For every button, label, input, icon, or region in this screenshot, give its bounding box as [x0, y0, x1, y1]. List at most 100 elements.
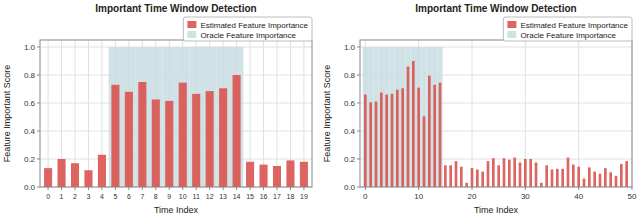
x-tick-label: 16 — [260, 193, 268, 200]
y-tick-label: 0.4 — [344, 127, 356, 136]
grid-line-x — [578, 40, 579, 187]
oracle-span — [122, 47, 135, 187]
legend-swatch — [507, 31, 516, 38]
y-tick — [37, 187, 40, 188]
x-axis-label: Time Index — [154, 205, 199, 215]
x-tick — [169, 187, 170, 190]
bar — [439, 83, 442, 187]
x-tick — [223, 187, 224, 190]
x-tick-label: 40 — [574, 192, 583, 201]
x-tick-label: 30 — [521, 192, 530, 201]
x-tick — [418, 187, 419, 190]
bar — [625, 161, 628, 187]
x-tick-label: 2 — [73, 193, 77, 200]
oracle-span — [400, 47, 405, 187]
bar — [577, 167, 580, 187]
x-axis-label: Time Index — [474, 205, 519, 215]
oracle-span — [109, 47, 122, 187]
bar — [497, 165, 500, 187]
x-tick-label: 3 — [87, 193, 91, 200]
y-tick — [357, 75, 360, 76]
oracle-span — [395, 47, 400, 187]
bar — [620, 164, 623, 187]
x-tick-label: 11 — [193, 193, 200, 200]
x-tick — [155, 187, 156, 190]
figure: Important Time Window Detection 0.0 0.2 0.4… — [0, 0, 640, 217]
plot-marks — [44, 47, 308, 187]
oracle-span — [163, 47, 176, 187]
bar — [259, 165, 267, 187]
x-tick — [290, 187, 291, 190]
bar — [449, 165, 452, 187]
bar — [369, 102, 372, 187]
x-tick — [236, 187, 237, 190]
y-axis-label: Feature Important Score — [2, 65, 12, 163]
bar — [396, 90, 399, 187]
x-tick-label: 50 — [628, 192, 637, 201]
x-tick — [472, 187, 473, 190]
y-tick — [357, 159, 360, 160]
legend-frame — [183, 17, 312, 41]
chart-title: Important Time Window Detection — [95, 3, 256, 14]
x-tick — [250, 187, 251, 190]
bar — [428, 76, 431, 187]
grid-line-x — [525, 40, 526, 187]
bar — [567, 158, 570, 187]
bar — [98, 155, 106, 187]
y-tick-label: 0.6 — [344, 99, 356, 108]
bar — [246, 162, 254, 187]
x-tick-label: 18 — [287, 193, 295, 200]
x-tick-label: 19 — [300, 193, 308, 200]
y-tick — [37, 47, 40, 48]
bar — [535, 163, 538, 188]
bar — [513, 158, 516, 187]
grid-line-x — [48, 40, 49, 187]
legend-frame — [503, 17, 632, 41]
x-tick-label: 0 — [46, 193, 50, 200]
x-tick-label: 15 — [246, 193, 254, 200]
bar — [273, 166, 281, 187]
x-tick-label: 12 — [206, 193, 214, 200]
legend: Estimated Feature ImportanceOracle Featu… — [183, 17, 312, 41]
bar — [152, 100, 160, 188]
x-tick-label: 8 — [154, 193, 158, 200]
x-tick — [61, 187, 62, 190]
span-series — [363, 47, 443, 187]
x-tick-label: 6 — [127, 193, 131, 200]
x-tick — [196, 187, 197, 190]
chart-title: Important Time Window Detection — [415, 3, 576, 14]
y-tick-label: 0.0 — [24, 183, 36, 192]
bar — [423, 116, 426, 187]
bar — [417, 88, 420, 187]
span-series — [109, 47, 244, 187]
bar — [233, 75, 241, 187]
bar — [465, 183, 468, 187]
oracle-span — [368, 47, 373, 187]
plot-frame — [360, 40, 632, 187]
y-axis-label: Feature Important Score — [322, 65, 332, 163]
bar — [609, 172, 612, 187]
bar-series — [44, 75, 308, 187]
x-tick — [365, 187, 366, 190]
oracle-span — [437, 47, 442, 187]
bar — [529, 159, 532, 187]
y-tick-label: 0.2 — [24, 155, 36, 164]
x-tick — [142, 187, 143, 190]
bar — [412, 61, 415, 187]
legend-label: Oracle Feature Importance — [520, 31, 616, 40]
x-tick-label: 10 — [414, 192, 423, 201]
grid — [40, 40, 312, 187]
legend-label: Estimated Feature Importance — [200, 21, 308, 30]
bar — [433, 85, 436, 187]
bar — [556, 169, 559, 187]
bar — [519, 163, 522, 188]
oracle-span — [216, 47, 229, 187]
bar — [401, 88, 404, 187]
grid-line-x — [472, 40, 473, 187]
bar — [138, 82, 146, 187]
oracle-span — [176, 47, 189, 187]
bar — [385, 95, 388, 187]
oracle-span — [379, 47, 384, 187]
bar — [364, 95, 367, 187]
x-tick — [525, 187, 526, 190]
